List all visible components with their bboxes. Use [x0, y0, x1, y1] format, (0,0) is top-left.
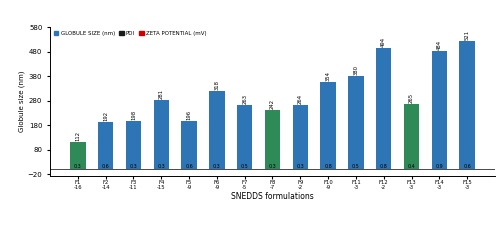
Bar — [320, 83, 336, 169]
Bar — [432, 51, 447, 169]
Bar — [292, 105, 308, 169]
Bar — [241, 173, 248, 174]
Bar — [182, 121, 196, 169]
Text: 0.8: 0.8 — [380, 164, 388, 169]
Text: 0.3: 0.3 — [158, 164, 165, 169]
Text: 354: 354 — [326, 72, 330, 81]
Bar — [209, 91, 224, 169]
Text: 242: 242 — [270, 99, 275, 109]
Text: 0.3: 0.3 — [130, 164, 138, 169]
Bar — [70, 142, 86, 169]
Bar — [237, 105, 252, 169]
Bar — [154, 100, 169, 169]
Legend: GLOBULE SIZE (nm), PDI, ZETA POTENTIAL (mV): GLOBULE SIZE (nm), PDI, ZETA POTENTIAL (… — [53, 30, 208, 37]
Bar — [460, 41, 475, 169]
Text: 0.5: 0.5 — [241, 164, 248, 169]
Bar — [408, 173, 416, 174]
Bar — [98, 122, 114, 169]
Y-axis label: Globule size (nm): Globule size (nm) — [18, 70, 25, 132]
Bar — [376, 48, 392, 169]
Text: 0.3: 0.3 — [268, 164, 276, 169]
Bar — [102, 173, 110, 174]
Text: 380: 380 — [354, 65, 358, 75]
Bar — [348, 76, 364, 169]
Bar — [296, 173, 304, 174]
Text: 0.6: 0.6 — [464, 164, 471, 169]
Text: 0.4: 0.4 — [408, 164, 416, 169]
Text: 192: 192 — [103, 111, 108, 121]
Bar — [436, 173, 443, 174]
Text: 112: 112 — [76, 131, 80, 141]
Text: 263: 263 — [242, 94, 247, 104]
Bar — [352, 173, 360, 174]
Text: 0.3: 0.3 — [296, 164, 304, 169]
Bar — [324, 173, 332, 174]
Text: 494: 494 — [381, 37, 386, 47]
Text: 0.3: 0.3 — [74, 164, 82, 169]
Text: 0.3: 0.3 — [213, 164, 221, 169]
Text: 281: 281 — [159, 89, 164, 99]
Text: 0.6: 0.6 — [102, 164, 110, 169]
Text: 0.9: 0.9 — [436, 164, 443, 169]
Bar — [158, 173, 165, 174]
Bar — [130, 173, 138, 174]
Bar — [74, 173, 82, 174]
Text: 521: 521 — [464, 30, 469, 40]
Bar — [268, 173, 276, 174]
Bar — [213, 173, 220, 174]
Text: 0.8: 0.8 — [324, 164, 332, 169]
Bar — [464, 173, 471, 174]
Text: 198: 198 — [131, 110, 136, 120]
Text: 484: 484 — [437, 39, 442, 50]
Bar — [186, 173, 193, 174]
Bar — [380, 173, 388, 174]
X-axis label: SNEDDS formulations: SNEDDS formulations — [231, 192, 314, 201]
Text: 196: 196 — [186, 110, 192, 120]
Text: 0.5: 0.5 — [352, 164, 360, 169]
Bar — [126, 121, 141, 169]
Text: 265: 265 — [409, 93, 414, 103]
Text: 264: 264 — [298, 93, 303, 104]
Text: 318: 318 — [214, 80, 220, 90]
Bar — [265, 110, 280, 169]
Text: 0.6: 0.6 — [185, 164, 193, 169]
Bar — [404, 104, 419, 169]
